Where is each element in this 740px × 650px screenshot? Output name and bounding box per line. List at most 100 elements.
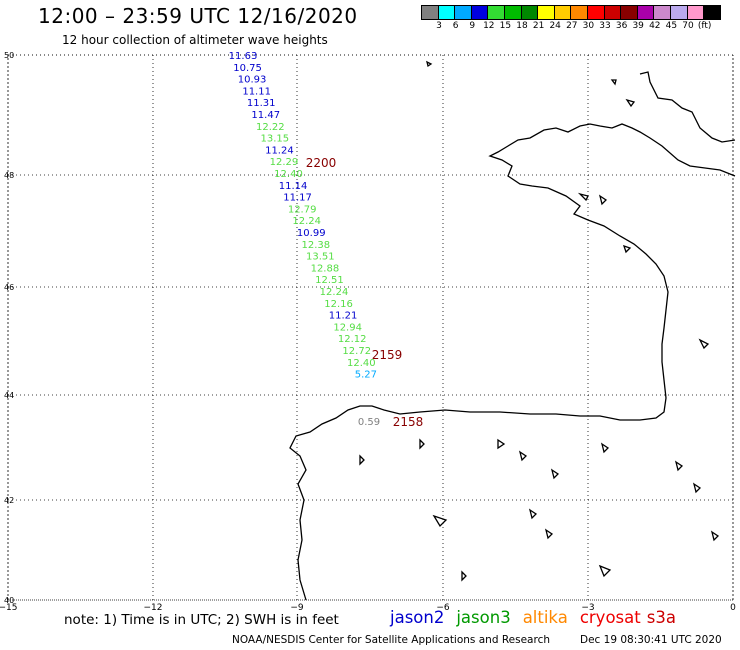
lon-label: −9 <box>290 603 304 613</box>
coastline-fragment <box>432 514 448 528</box>
time-label: 2159 <box>372 348 403 362</box>
wave-height-label: 10.75 <box>233 63 262 74</box>
coastline-france-spain <box>289 123 736 601</box>
lat-label: 48 <box>4 171 14 180</box>
wave-height-label: 12.24 <box>320 287 349 298</box>
lon-label: −15 <box>0 603 18 613</box>
color-scale-label: 30 <box>582 21 595 31</box>
color-scale-label: 9 <box>469 21 476 31</box>
color-scale-labels: 3 6 9 12 15 18 21 24 27 30 33 36 39 42 45 70 (ft) <box>422 21 740 33</box>
altimeter-track: 11.6310.7510.9311.1111.3111.4712.2213.15… <box>229 51 380 428</box>
time-label: 2200 <box>306 156 337 170</box>
color-scale-label: 70 <box>682 21 694 31</box>
color-scale-label: 39 <box>632 21 644 31</box>
coastline-island <box>577 192 589 202</box>
color-scale-label: 36 <box>615 21 628 31</box>
coastline-fragment <box>461 570 467 582</box>
lat-label: 44 <box>4 391 14 400</box>
lat-label: 40 <box>4 596 14 605</box>
coastline-fragment <box>528 508 538 520</box>
wave-height-label: 11.11 <box>242 86 271 97</box>
wave-height-label: 12.94 <box>333 322 362 333</box>
lat-lon-grid: 50 48 46 44 42 40−15 −12 −9 −6 −3 0 <box>0 51 736 613</box>
map-title: 12:00 – 23:59 UTC 12/16/2020 <box>38 4 358 28</box>
wave-height-label: 11.31 <box>247 98 276 109</box>
color-scale-label: 24 <box>549 21 561 31</box>
wave-height-label: 12.12 <box>338 334 367 345</box>
wave-height-label: 13.15 <box>261 134 290 145</box>
wave-height-label: 11.63 <box>229 51 258 62</box>
wave-height-label: 12.24 <box>292 216 321 227</box>
footer-note: note: 1) Time is in UTC; 2) SWH is in fe… <box>64 612 339 628</box>
footer-credit: NOAA/NESDIS Center for Satellite Applica… <box>232 634 550 646</box>
wave-height-label: 11.47 <box>251 110 280 121</box>
color-scale-label: 33 <box>599 21 611 31</box>
map-subtitle: 12 hour collection of altimeter wave hei… <box>62 33 328 47</box>
coastline-fragment <box>710 530 720 542</box>
wave-height-label: 13.51 <box>306 252 335 263</box>
map-frame <box>7 54 734 601</box>
color-scale-label: 3 <box>436 21 442 31</box>
lat-label: 42 <box>4 496 14 505</box>
wave-height-label: 11.24 <box>265 145 294 156</box>
coastline-fragment <box>698 338 710 350</box>
coastline-island <box>625 98 636 108</box>
lon-label: −6 <box>436 603 450 613</box>
lon-label: 0 <box>730 603 736 613</box>
time-label: 2158 <box>393 415 424 429</box>
satellite-legend-item: jason3 <box>456 608 511 627</box>
satellite-legend-item: s3a <box>646 608 676 627</box>
coastline-england <box>639 71 736 143</box>
wave-height-label: 10.99 <box>297 228 326 239</box>
wave-height-label: 12.38 <box>301 240 330 251</box>
wave-height-label: 12.29 <box>270 157 299 168</box>
lat-label: 50 <box>4 51 14 60</box>
wave-height-label: 12.72 <box>342 346 371 357</box>
color-scale-label: 21 <box>532 21 545 31</box>
color-scale-label: 18 <box>516 21 528 31</box>
coastline-island <box>598 194 608 206</box>
wave-height-label: 12.79 <box>288 204 317 215</box>
wave-height-label: 0.59 <box>358 417 380 428</box>
color-swatch <box>703 5 721 20</box>
satellite-legend-item: cryosat <box>579 608 641 627</box>
wave-height-label: 12.40 <box>347 358 376 369</box>
coastline-fragment <box>518 450 528 462</box>
color-scale-label: 27 <box>566 21 578 31</box>
satellite-legend-item: altika <box>522 608 568 627</box>
color-scale-label: 6 <box>452 21 459 31</box>
coastline-fragment <box>544 528 554 540</box>
coastline-fragment <box>359 454 365 466</box>
wave-height-label: 11.14 <box>279 181 308 192</box>
wave-height-label: 10.93 <box>238 75 267 86</box>
coastline-fragment <box>674 460 684 472</box>
wave-height-label: 11.21 <box>329 311 358 322</box>
satellite-legend-item: jason2 <box>390 608 445 627</box>
coastline-fragment <box>497 438 506 450</box>
wave-height-label: 12.51 <box>315 275 344 286</box>
color-scale-label: (ft) <box>697 21 712 31</box>
coastline-island <box>610 79 617 86</box>
time-labels: 2200 2159 2158 <box>306 156 424 429</box>
coastline-fragment <box>598 564 612 578</box>
coastline-fragment <box>692 482 702 494</box>
coastline-fragment <box>600 442 610 454</box>
coastline-island <box>426 60 433 68</box>
lon-label: −3 <box>581 603 594 613</box>
lat-label: 46 <box>4 283 14 292</box>
coastline-fragment <box>550 468 560 480</box>
coastline-fragment <box>419 438 425 450</box>
satellite-legend: jason2 jason3 altika cryosat s3a <box>390 608 676 627</box>
wave-height-label: 11.17 <box>283 193 312 204</box>
wave-height-label: 12.40 <box>274 169 303 180</box>
footer-timestamp: Dec 19 08:30:41 UTC 2020 <box>580 634 722 646</box>
color-scale-label: 42 <box>649 21 661 31</box>
color-scale-label: 15 <box>499 21 512 31</box>
color-scale-label: 45 <box>665 21 678 31</box>
wave-height-label: 12.16 <box>324 299 353 310</box>
color-scale-label: 12 <box>483 21 495 31</box>
color-scale <box>421 5 721 20</box>
wave-height-label: 12.22 <box>256 122 285 133</box>
wave-height-label: 12.88 <box>311 263 340 274</box>
